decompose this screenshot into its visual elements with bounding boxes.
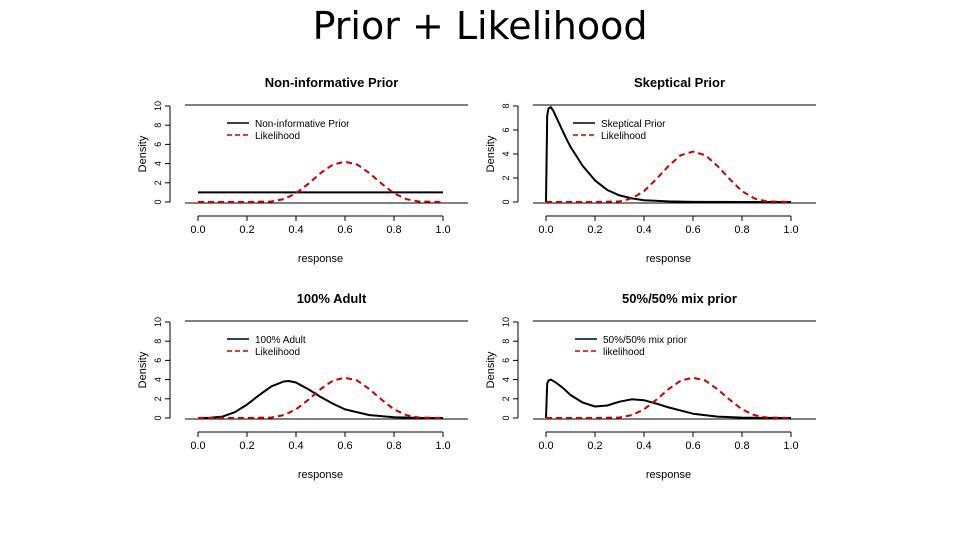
slide-title: Prior + Likelihood xyxy=(312,4,648,48)
y-tick-label: 4 xyxy=(501,377,511,382)
x-tick-label: 0.6 xyxy=(685,440,700,452)
x-tick-label: 0.6 xyxy=(337,224,352,236)
y-tick-label: 2 xyxy=(153,180,163,185)
y-axis-label: Density xyxy=(485,351,497,388)
chart-non-informative-prior: Non-informative Prior 0 2 4 6 8 10 Density 0.0 0.… xyxy=(137,75,468,265)
y-tick-label: 6 xyxy=(153,358,163,363)
chart-mix-prior: 50%/50% mix prior 0 2 4 6 8 10 Density 0.0 0.2 0.4… xyxy=(485,291,816,481)
x-tick-label: 0.6 xyxy=(337,440,352,452)
x-axis-label: response xyxy=(298,469,343,481)
chart-title: Skeptical Prior xyxy=(634,75,725,90)
x-tick-label: 0.0 xyxy=(190,224,205,236)
x-axis-label: response xyxy=(646,469,691,481)
x-tick-label: 0.4 xyxy=(288,224,303,236)
series-line-likelihood xyxy=(198,160,444,203)
x-tick-label: 1.0 xyxy=(435,440,450,452)
legend-label: Likelihood xyxy=(255,131,300,142)
y-tick-label: 6 xyxy=(501,127,511,132)
x-tick-label: 0.0 xyxy=(190,440,205,452)
y-axis-label: Density xyxy=(485,135,497,172)
x-tick-label: 0.8 xyxy=(386,440,401,452)
y-tick-label: 8 xyxy=(153,339,163,344)
x-tick-label: 0.4 xyxy=(636,440,651,452)
y-tick-label: 0 xyxy=(153,199,163,204)
x-tick-label: 0.2 xyxy=(587,224,602,236)
y-tick-label: 10 xyxy=(153,317,163,327)
chart-skeptical-prior: Skeptical Prior 0 2 4 6 8 Density 0.0 0.2 0.4 0.6 0… xyxy=(485,75,816,265)
x-tick-label: 1.0 xyxy=(783,224,798,236)
x-tick-label: 0.4 xyxy=(636,224,651,236)
y-axis-label: Density xyxy=(137,351,149,388)
series-line-likelihood xyxy=(198,376,444,419)
y-tick-label: 6 xyxy=(153,142,163,147)
x-tick-label: 0.6 xyxy=(685,224,700,236)
x-tick-label: 0.0 xyxy=(538,440,553,452)
x-tick-label: 1.0 xyxy=(783,440,798,452)
x-tick-label: 0.0 xyxy=(538,224,553,236)
y-tick-label: 2 xyxy=(501,396,511,401)
y-tick-label: 4 xyxy=(501,151,511,156)
y-tick-label: 2 xyxy=(501,175,511,180)
y-tick-label: 4 xyxy=(153,377,163,382)
legend-label: 50%/50% mix prior xyxy=(603,335,688,346)
x-axis-label: response xyxy=(646,253,691,265)
y-tick-label: 6 xyxy=(501,358,511,363)
x-tick-label: 1.0 xyxy=(435,224,450,236)
y-tick-label: 10 xyxy=(501,317,511,327)
x-axis-label: response xyxy=(298,253,343,265)
x-tick-label: 0.2 xyxy=(587,440,602,452)
legend-label: likelihood xyxy=(603,347,645,358)
y-tick-label: 2 xyxy=(153,396,163,401)
y-tick-label: 0 xyxy=(153,415,163,420)
series-line-100-adult xyxy=(197,380,444,419)
x-tick-label: 0.2 xyxy=(239,440,254,452)
chart-title: 50%/50% mix prior xyxy=(622,291,737,306)
chart-title: Non-informative Prior xyxy=(265,75,399,90)
chart-100-adult: 100% Adult 0 2 4 6 8 10 Density 0.0 0.2 0.4 0.6 0.8 1… xyxy=(137,291,468,481)
legend-label: Likelihood xyxy=(601,131,646,142)
series-line-likelihood xyxy=(546,150,792,203)
y-tick-label: 8 xyxy=(501,103,511,108)
series-line-50-50-mix-prior xyxy=(545,378,792,419)
legend-label: 100% Adult xyxy=(255,335,306,346)
y-tick-label: 8 xyxy=(153,123,163,128)
y-tick-label: 0 xyxy=(501,199,511,204)
y-tick-label: 8 xyxy=(501,339,511,344)
x-tick-label: 0.4 xyxy=(288,440,303,452)
y-axis-label: Density xyxy=(137,135,149,172)
legend-label: Non-informative Prior xyxy=(255,119,350,130)
y-tick-label: 4 xyxy=(153,161,163,166)
series-line-likelihood xyxy=(546,376,792,419)
y-tick-label: 0 xyxy=(501,415,511,420)
y-tick-label: 10 xyxy=(153,101,163,111)
chart-title: 100% Adult xyxy=(297,291,367,306)
legend-label: Likelihood xyxy=(255,347,300,358)
x-tick-label: 0.2 xyxy=(239,224,254,236)
x-tick-label: 0.8 xyxy=(734,224,749,236)
legend-label: Skeptical Prior xyxy=(601,119,666,130)
series-line-skeptical-prior xyxy=(545,106,791,203)
x-tick-label: 0.8 xyxy=(734,440,749,452)
x-tick-label: 0.8 xyxy=(386,224,401,236)
